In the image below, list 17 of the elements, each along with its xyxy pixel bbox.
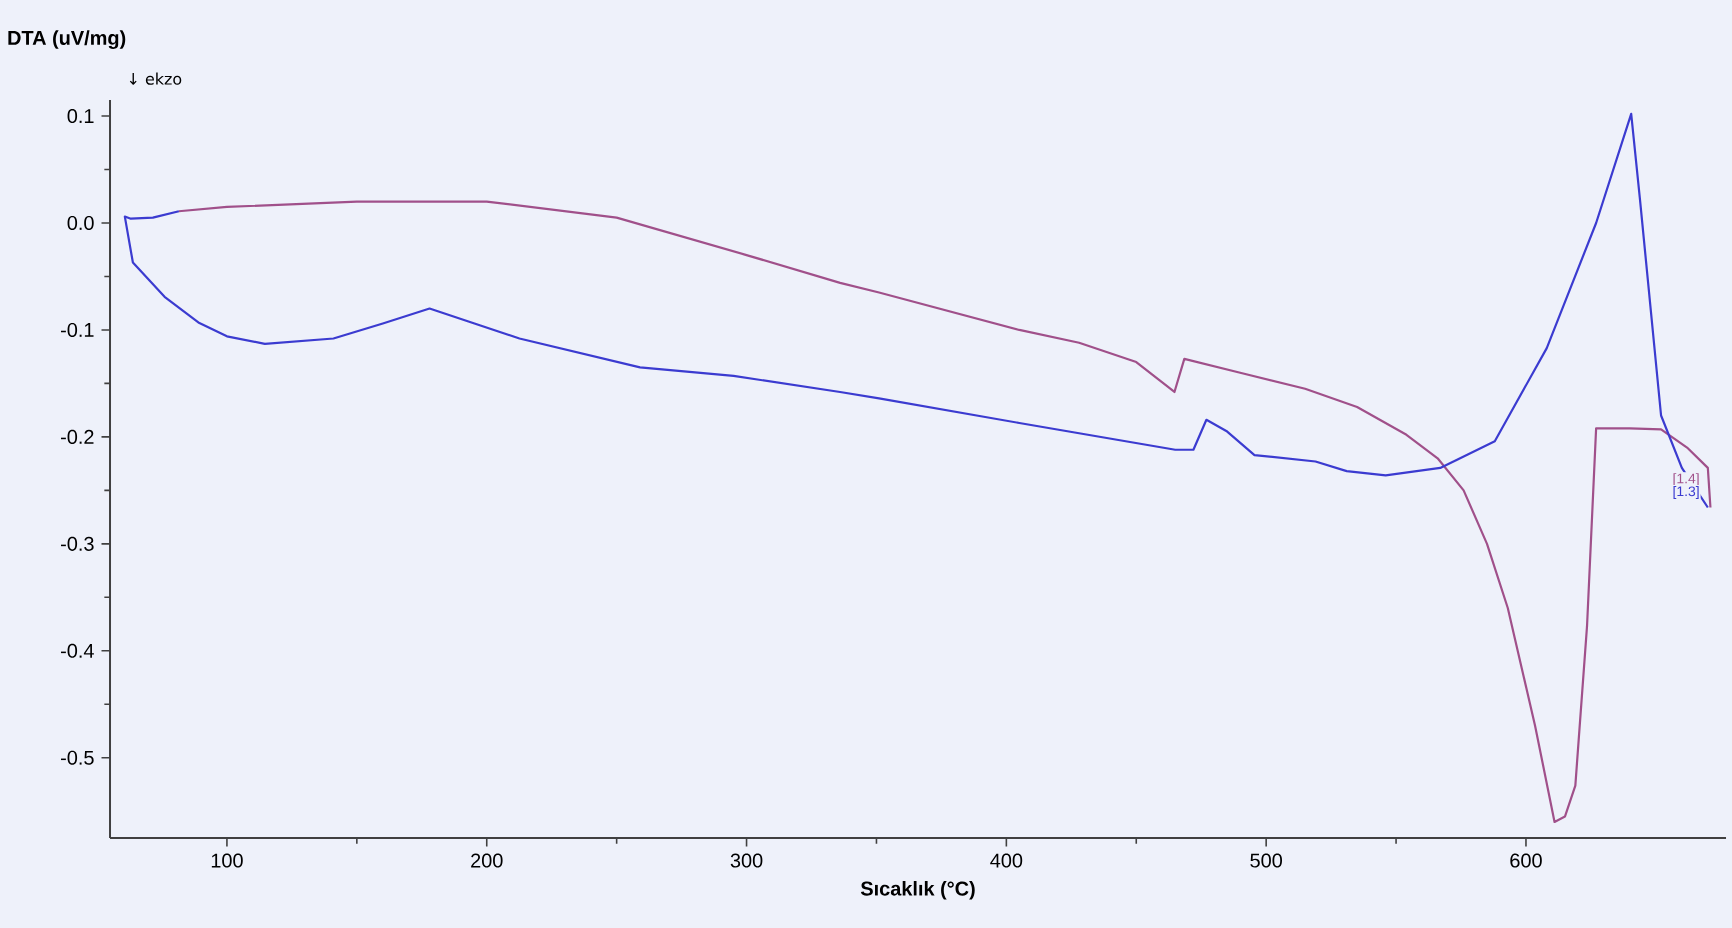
x-axis-title: Sıcaklık (°C) <box>860 881 975 900</box>
y-tick-label: -0.1 <box>61 322 94 337</box>
y-tick-label: -0.5 <box>61 750 94 765</box>
line-series <box>177 200 1712 824</box>
y-tick-label: 0.0 <box>67 215 94 231</box>
x-tick-label: 200 <box>471 853 503 868</box>
y-tick-label: 0.1 <box>67 108 94 124</box>
line-series <box>123 112 1709 509</box>
x-tick-label: 500 <box>1250 853 1283 868</box>
y-tick-label: -0.3 <box>61 536 94 551</box>
y-axis-title: DTA (uV/mg) <box>8 30 126 49</box>
y-tick-label: -0.2 <box>61 429 94 444</box>
y-tick-label: -0.4 <box>61 643 94 658</box>
x-tick-label: 400 <box>990 853 1023 868</box>
x-tick-label: 300 <box>730 853 763 868</box>
x-tick-label: 100 <box>211 853 243 868</box>
x-tick-label: 600 <box>1510 853 1542 868</box>
